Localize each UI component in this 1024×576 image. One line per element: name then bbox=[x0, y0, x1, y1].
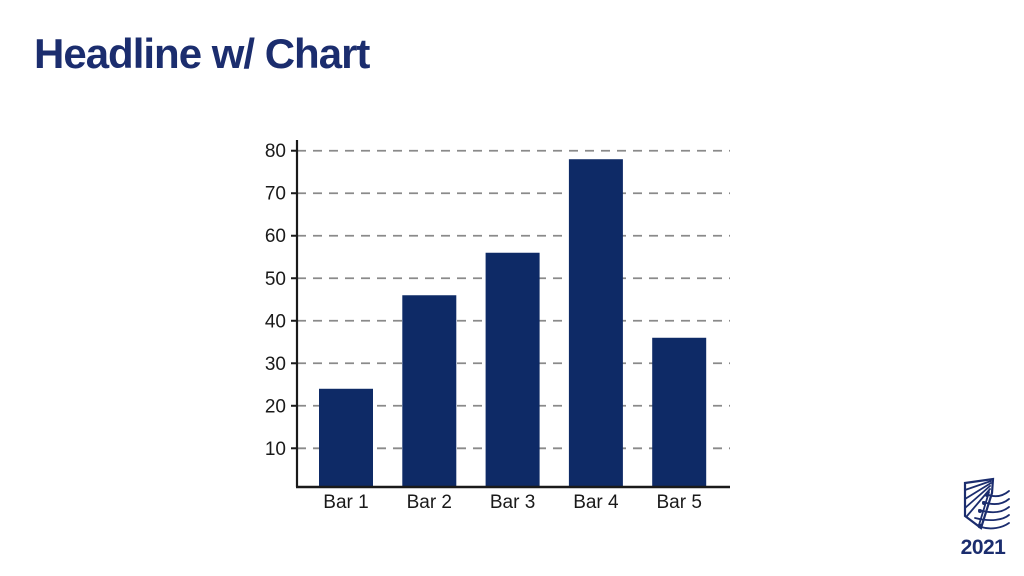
y-tick-label: 20 bbox=[265, 396, 286, 417]
pennant-waves-logo-icon bbox=[963, 477, 1010, 530]
bar-chart: 10 20 30 40 50 60 70 80 Bar 1 Bar 2 Bar 3 Bar 4 Bar … bbox=[250, 135, 750, 535]
y-tick-label: 10 bbox=[265, 439, 286, 460]
y-tick-label: 40 bbox=[265, 311, 286, 332]
y-tick-label: 70 bbox=[265, 184, 286, 205]
logo-year: 2021 bbox=[960, 536, 1006, 559]
y-tick-label: 60 bbox=[265, 226, 286, 247]
x-tick-label: Bar 3 bbox=[490, 492, 535, 513]
logo: 2021 bbox=[954, 477, 1012, 558]
x-tick-label: Bar 4 bbox=[573, 492, 619, 513]
x-tick-label: Bar 5 bbox=[656, 492, 701, 513]
bar bbox=[485, 252, 540, 487]
x-tick-label: Bar 2 bbox=[407, 492, 452, 513]
bar bbox=[568, 159, 623, 488]
page-title: Headline w/ Chart bbox=[34, 30, 370, 77]
y-tick-label: 30 bbox=[265, 354, 286, 375]
bar bbox=[652, 337, 707, 487]
bar bbox=[402, 295, 457, 487]
x-tick-label: Bar 1 bbox=[323, 492, 368, 513]
y-tick-label: 50 bbox=[265, 269, 286, 290]
bar bbox=[319, 388, 373, 487]
y-tick-label: 80 bbox=[265, 141, 286, 162]
